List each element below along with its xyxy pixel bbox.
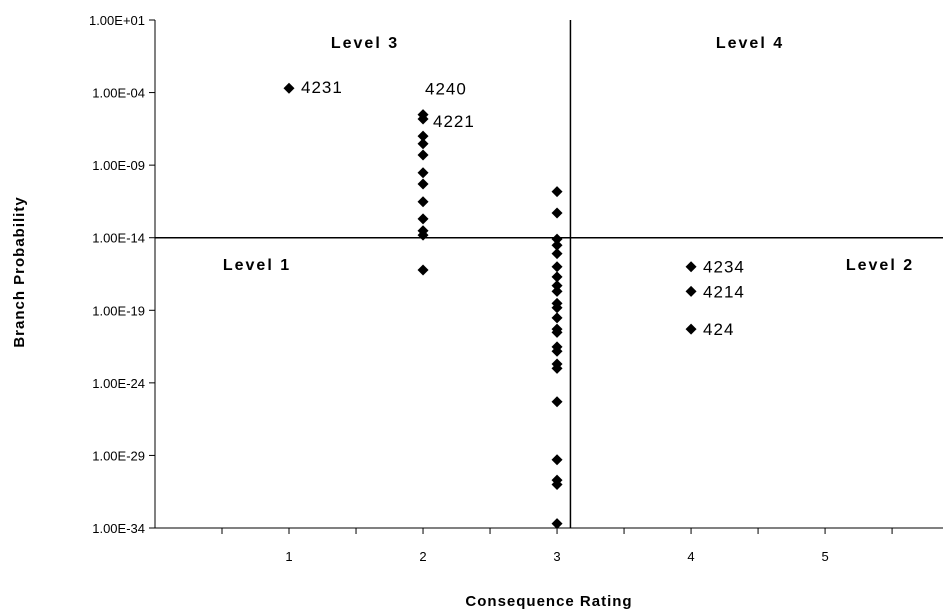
data-point	[551, 261, 563, 273]
point-label-4234: 4234	[703, 258, 745, 277]
y-tick-label: 1.00E-29	[92, 448, 145, 463]
point-label-4221: 4221	[433, 112, 475, 131]
region-label-level-2: Level 2	[846, 257, 914, 274]
x-axis-title: Consequence Rating	[465, 593, 632, 610]
data-point	[551, 207, 563, 219]
region-label-level-1: Level 1	[223, 257, 291, 274]
plot-area: 1.00E+01 1.00E-04 1.00E-09 1.00E-14 1.00E-19…	[11, 13, 943, 610]
y-tick-label: 1.00E-34	[92, 521, 145, 536]
data-point	[417, 178, 429, 190]
y-tick-label: 1.00E-14	[92, 231, 145, 246]
data-point	[417, 138, 429, 150]
point-label-4240: 4240	[425, 80, 467, 99]
data-point	[417, 264, 429, 276]
data-point	[551, 233, 563, 245]
data-point	[551, 362, 563, 374]
data-point	[551, 478, 563, 490]
point-label-424: 424	[703, 320, 734, 339]
y-tick-label: 1.00E-09	[92, 158, 145, 173]
data-point	[685, 261, 697, 273]
y-axis-title: Branch Probability	[11, 196, 28, 347]
y-tick-label: 1.00E-24	[92, 376, 145, 391]
region-label-level-3: Level 3	[331, 35, 399, 52]
data-point	[551, 271, 563, 283]
data-point	[551, 186, 563, 198]
data-point	[417, 196, 429, 208]
data-point	[685, 285, 697, 297]
x-tick-label: 2	[419, 549, 426, 564]
data-point	[551, 285, 563, 297]
data-point	[551, 248, 563, 260]
x-tick-label: 5	[821, 549, 828, 564]
data-point	[551, 454, 563, 466]
data-point	[551, 280, 563, 292]
data-point	[417, 130, 429, 142]
x-tick-label: 3	[553, 549, 560, 564]
data-point	[685, 323, 697, 335]
x-tick-label: 4	[687, 549, 694, 564]
point-label-4214: 4214	[703, 282, 745, 301]
data-point	[417, 149, 429, 161]
data-point	[551, 396, 563, 408]
y-tick-label: 1.00E+01	[89, 13, 145, 28]
y-tick-label: 1.00E-04	[92, 86, 145, 101]
data-point	[551, 239, 563, 251]
data-point	[551, 312, 563, 324]
data-point	[417, 213, 429, 225]
region-label-level-4: Level 4	[716, 35, 784, 52]
data-point	[417, 229, 429, 241]
data-point	[417, 167, 429, 179]
data-point	[417, 113, 429, 125]
data-point	[551, 518, 563, 530]
x-tick-label: 1	[285, 549, 292, 564]
data-point	[283, 82, 295, 94]
data-point	[551, 345, 563, 357]
data-point	[551, 302, 563, 314]
point-label-4231: 4231	[301, 78, 343, 97]
y-tick-label: 1.00E-19	[92, 303, 145, 318]
data-point	[551, 326, 563, 338]
